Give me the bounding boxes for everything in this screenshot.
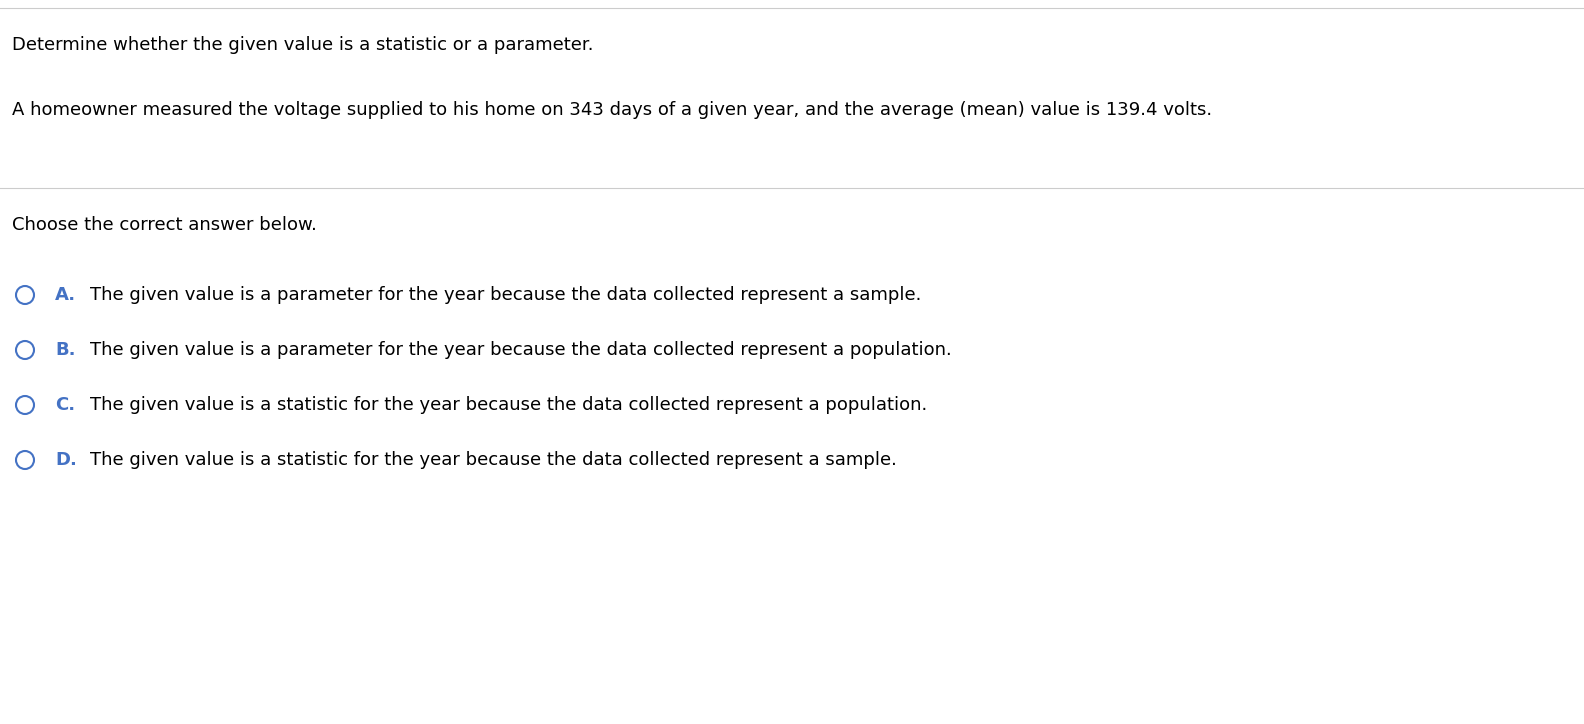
Text: Determine whether the given value is a statistic or a parameter.: Determine whether the given value is a s… xyxy=(13,36,594,54)
Text: B.: B. xyxy=(55,341,76,359)
Text: The given value is a statistic for the year because the data collected represent: The given value is a statistic for the y… xyxy=(90,451,897,469)
Text: C.: C. xyxy=(55,396,74,414)
Text: D.: D. xyxy=(55,451,78,469)
Text: The given value is a parameter for the year because the data collected represent: The given value is a parameter for the y… xyxy=(90,286,922,304)
Text: Choose the correct answer below.: Choose the correct answer below. xyxy=(13,216,317,234)
Text: The given value is a statistic for the year because the data collected represent: The given value is a statistic for the y… xyxy=(90,396,927,414)
Text: The given value is a parameter for the year because the data collected represent: The given value is a parameter for the y… xyxy=(90,341,952,359)
Text: A homeowner measured the voltage supplied to his home on 343 days of a given yea: A homeowner measured the voltage supplie… xyxy=(13,101,1212,119)
Text: A.: A. xyxy=(55,286,76,304)
